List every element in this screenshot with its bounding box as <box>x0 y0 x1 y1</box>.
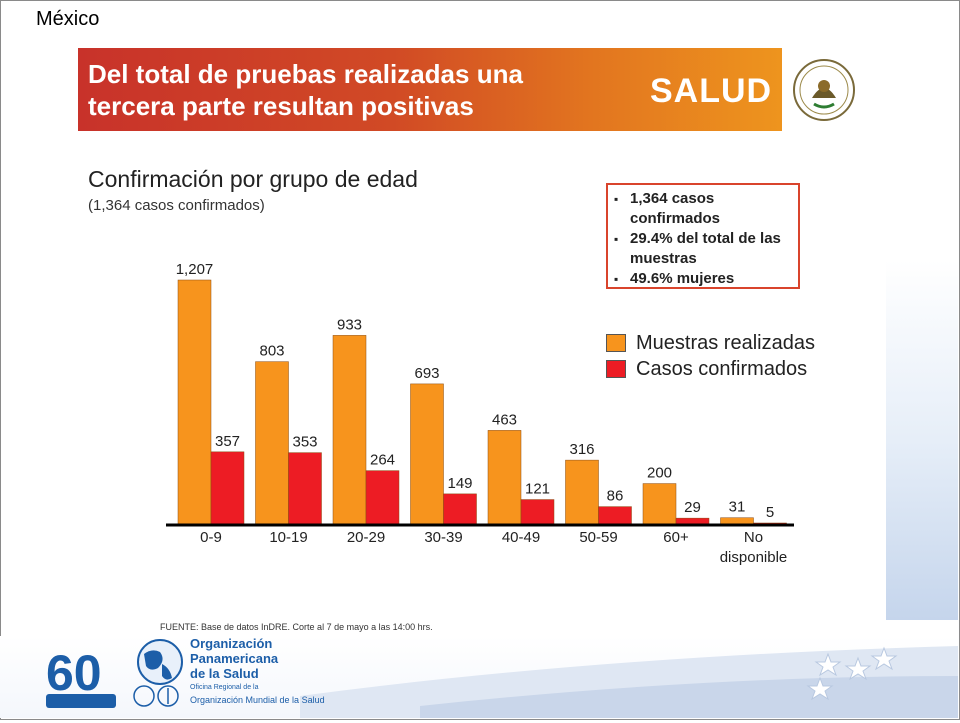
bar-value-label: 5 <box>766 504 774 521</box>
who-emblem-icon <box>133 685 179 707</box>
x-tick-label: 50-59 <box>579 529 617 546</box>
bar-muestras <box>487 430 522 525</box>
bar-casos <box>443 493 477 525</box>
bar-value-label: 693 <box>414 365 439 382</box>
chart-subnote: (1,364 casos confirmados) <box>88 197 265 214</box>
country-label: México <box>36 8 100 30</box>
x-tick-label: 60+ <box>663 529 689 546</box>
paho-name-line-3: de la Salud <box>190 666 259 681</box>
bar-value-label: 357 <box>215 433 240 450</box>
bar-value-label: 933 <box>337 316 362 333</box>
title-banner: Del total de pruebas realizadas una terc… <box>78 48 866 131</box>
bar-casos <box>288 452 322 525</box>
decorative-waves <box>300 646 958 718</box>
bar-value-label: 264 <box>370 452 395 469</box>
bar-value-label: 86 <box>607 488 624 505</box>
source-note: FUENTE: Base de datos InDRE. Corte al 7 … <box>160 622 433 632</box>
bar-muestras <box>565 459 599 525</box>
x-tick-label: No <box>744 529 763 546</box>
banner-title-line-1: Del total de pruebas realizadas una <box>88 59 523 89</box>
bar-casos <box>598 506 632 525</box>
bar-casos <box>365 470 400 525</box>
bar-value-label: 31 <box>729 499 746 516</box>
bar-value-label: 1,207 <box>176 261 214 278</box>
bar-casos <box>675 517 710 525</box>
x-tick-label: 30-39 <box>424 529 462 546</box>
legend-label-casos: Casos confirmados <box>636 357 808 380</box>
legend-swatch-muestras <box>606 334 626 352</box>
paho-name-line-1: Organización <box>190 636 273 651</box>
bar-muestras <box>255 361 289 525</box>
bar-value-label: 29 <box>684 499 701 516</box>
who-regional-label: Oficina Regional de la <box>190 684 259 691</box>
salud-logo-text: SALUD <box>650 72 773 110</box>
bar-muestras <box>177 279 212 525</box>
bar-value-label: 353 <box>292 434 317 451</box>
mexican-seal-icon <box>782 48 866 131</box>
banner-title: Del total de pruebas realizadas una terc… <box>88 58 608 122</box>
x-tick-label: 40-49 <box>502 529 540 546</box>
anniversary-60-text: 60 <box>46 645 102 701</box>
fact-item: 49.6% mujeres <box>614 269 798 289</box>
bar-value-label: 316 <box>569 441 594 458</box>
world-globe-icon <box>137 639 183 685</box>
fact-item: 1,364 casos confirmados <box>614 189 798 229</box>
bar-value-label: 463 <box>492 411 517 428</box>
paho-name: Organización Panamericana de la Salud <box>190 636 278 681</box>
logos-area: 60 <box>40 638 340 716</box>
legend-swatch-casos <box>606 360 626 378</box>
legend-item-muestras: Muestras realizadas <box>606 330 815 356</box>
bar-muestras <box>410 383 444 525</box>
bar-casos <box>520 499 555 525</box>
star-icon <box>806 646 898 701</box>
bar-muestras <box>642 483 677 525</box>
legend-item-casos: Casos confirmados <box>606 356 815 382</box>
decorative-gradient-right <box>886 260 958 620</box>
facts-box: 1,364 casos confirmados 29.4% del total … <box>606 183 800 289</box>
bar-casos <box>210 451 245 525</box>
x-tick-label: 10-19 <box>269 529 307 546</box>
bar-muestras <box>720 517 754 525</box>
legend-label-muestras: Muestras realizadas <box>636 331 815 354</box>
x-tick-label: 0-9 <box>200 529 222 546</box>
bar-value-label: 149 <box>447 475 472 492</box>
bar-muestras <box>332 335 367 525</box>
bar-value-label: 200 <box>647 465 672 482</box>
banner-title-line-2: tercera parte resultan positivas <box>88 91 474 121</box>
bar-value-label: 803 <box>259 343 284 360</box>
paho-badge <box>46 694 116 708</box>
fact-item: 29.4% del total de las muestras <box>614 229 798 269</box>
chart-legend: Muestras realizadas Casos confirmados <box>606 330 815 382</box>
x-tick-label: disponible <box>720 549 788 566</box>
who-name: Organización Mundial de la Salud <box>190 695 325 705</box>
bar-value-label: 121 <box>525 481 550 498</box>
chart-subtitle: Confirmación por grupo de edad <box>88 166 418 192</box>
x-tick-label: 20-29 <box>347 529 385 546</box>
paho-name-line-2: Panamericana <box>190 651 279 666</box>
